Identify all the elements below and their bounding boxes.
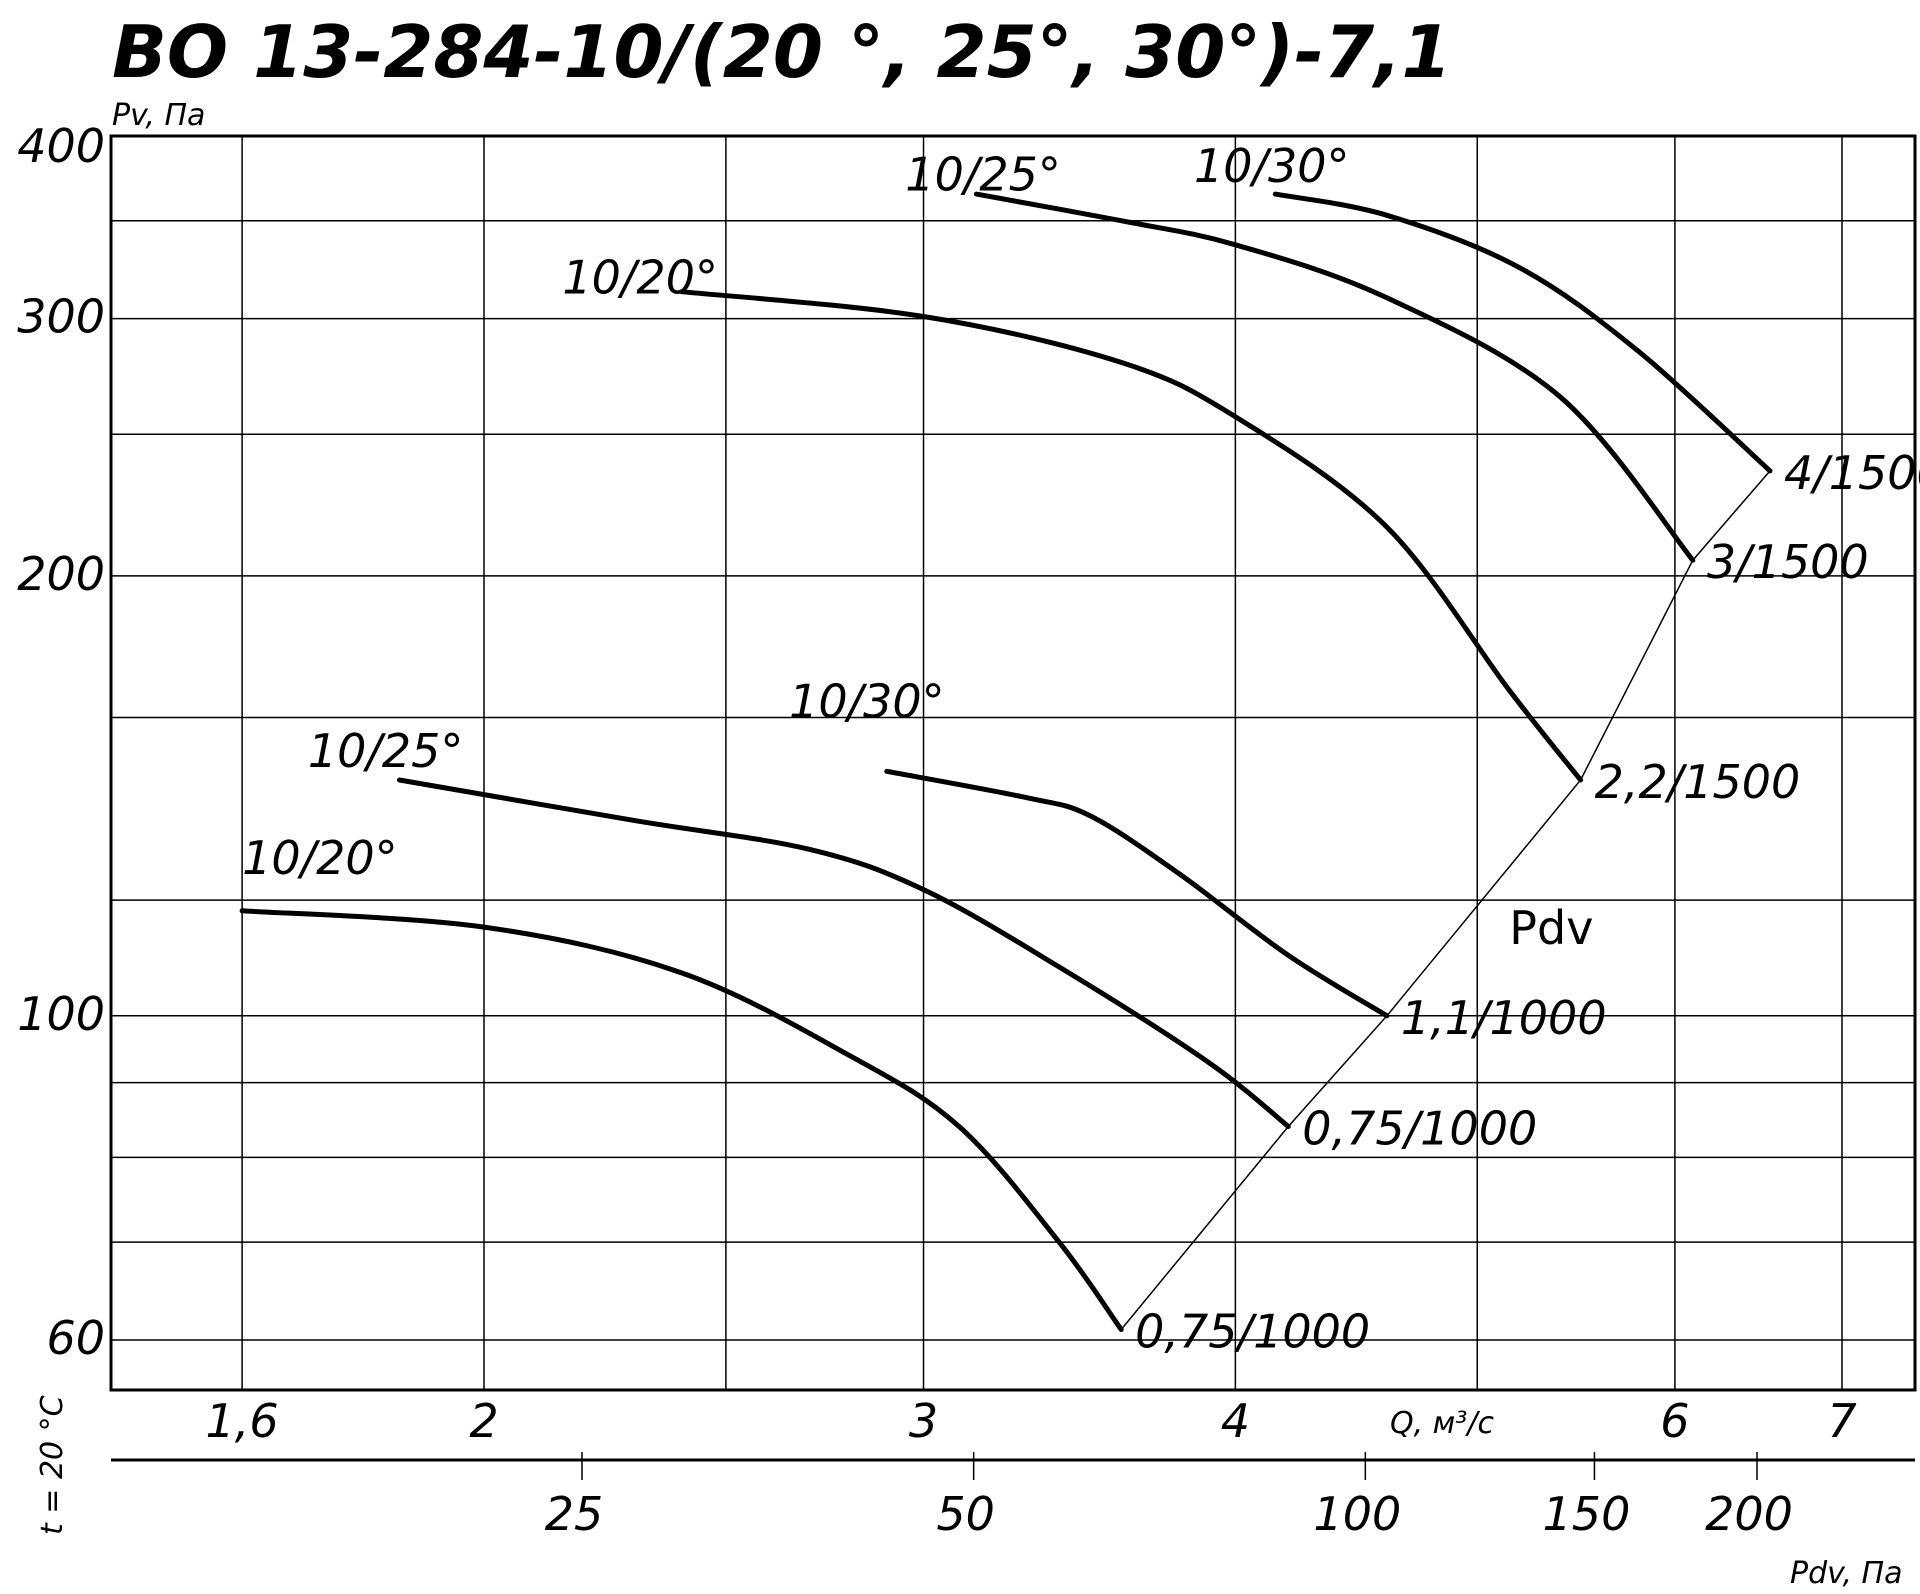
y-tick-label: 100 xyxy=(17,987,105,1041)
pdv-tick-label: 150 xyxy=(1543,1487,1631,1541)
series-end-label: 0,75/1000 xyxy=(1302,1101,1537,1155)
x-tick-label: 7 xyxy=(1827,1394,1856,1448)
pdv-tick-label: 50 xyxy=(936,1487,995,1541)
y-tick-label: 60 xyxy=(46,1311,105,1365)
plot-frame xyxy=(109,134,1917,1392)
x-tick-label: 6 xyxy=(1660,1394,1689,1448)
series-end-label: 0,75/1000 xyxy=(1135,1305,1370,1359)
y-tick-label: 400 xyxy=(17,119,105,173)
series-end-label: 2,2/1500 xyxy=(1595,755,1801,809)
x-tick-label: 2 xyxy=(469,1394,498,1448)
series-group: 10/20° 0,75/1000 10/25° 0,75/1000 10/30° 1,1/… xyxy=(239,139,1920,1359)
y-tick-label: 300 xyxy=(17,290,105,344)
x-tick-label: 1,6 xyxy=(206,1394,279,1448)
series-end-label: 1,1/1000 xyxy=(1401,991,1607,1045)
series-name-label: 10/20° xyxy=(562,251,718,305)
series-name-label: 10/25° xyxy=(308,724,464,778)
chart-title: ВО 13-284-10/(20 °, 25°, 30°)-7,1 xyxy=(112,10,1452,94)
series-curve-1 xyxy=(239,908,1124,1332)
pdv-tick-label: 25 xyxy=(545,1487,604,1541)
series-curve-6 xyxy=(1272,191,1773,474)
series-end-label: 3/1500 xyxy=(1707,535,1869,589)
series-end-label: 4/1500 xyxy=(1784,446,1920,500)
series-name-label: 10/30° xyxy=(789,675,945,729)
pdv-line-label: Pdv xyxy=(1509,901,1593,955)
x-tick-label: 4 xyxy=(1221,1394,1250,1448)
y-axis-label: Pv, Па xyxy=(112,98,205,133)
pdv-tick-label: 100 xyxy=(1313,1487,1401,1541)
y-tick-label: 200 xyxy=(17,547,105,601)
series-curve-3 xyxy=(884,768,1390,1019)
series-curve-5 xyxy=(973,191,1696,563)
pdv-tick-label: 200 xyxy=(1705,1487,1793,1541)
x-tick-labels: 1,6 2 3 4 6 7 xyxy=(206,1394,1857,1448)
series-curve-2 xyxy=(397,777,1291,1129)
series-name-label: 10/20° xyxy=(242,831,398,885)
series-curve-4 xyxy=(679,289,1584,783)
series-name-label: 10/30° xyxy=(1194,139,1350,193)
series-name-label: 10/25° xyxy=(905,148,1061,202)
pdv-axis-label: Pdv, Па xyxy=(1790,1556,1902,1591)
pdv-line xyxy=(1120,470,1771,1330)
x-tick-label: 3 xyxy=(909,1394,938,1448)
pdv-line-group: Pdv xyxy=(1120,470,1771,1330)
y-tick-labels: 60 100 200 300 400 xyxy=(17,119,105,1365)
pdv-axis-ticks: 25 50 100 150 200 xyxy=(545,1452,1793,1541)
temperature-label: t = 20 °C xyxy=(35,1395,70,1535)
x-axis-label: Q, м³/с xyxy=(1390,1406,1494,1441)
